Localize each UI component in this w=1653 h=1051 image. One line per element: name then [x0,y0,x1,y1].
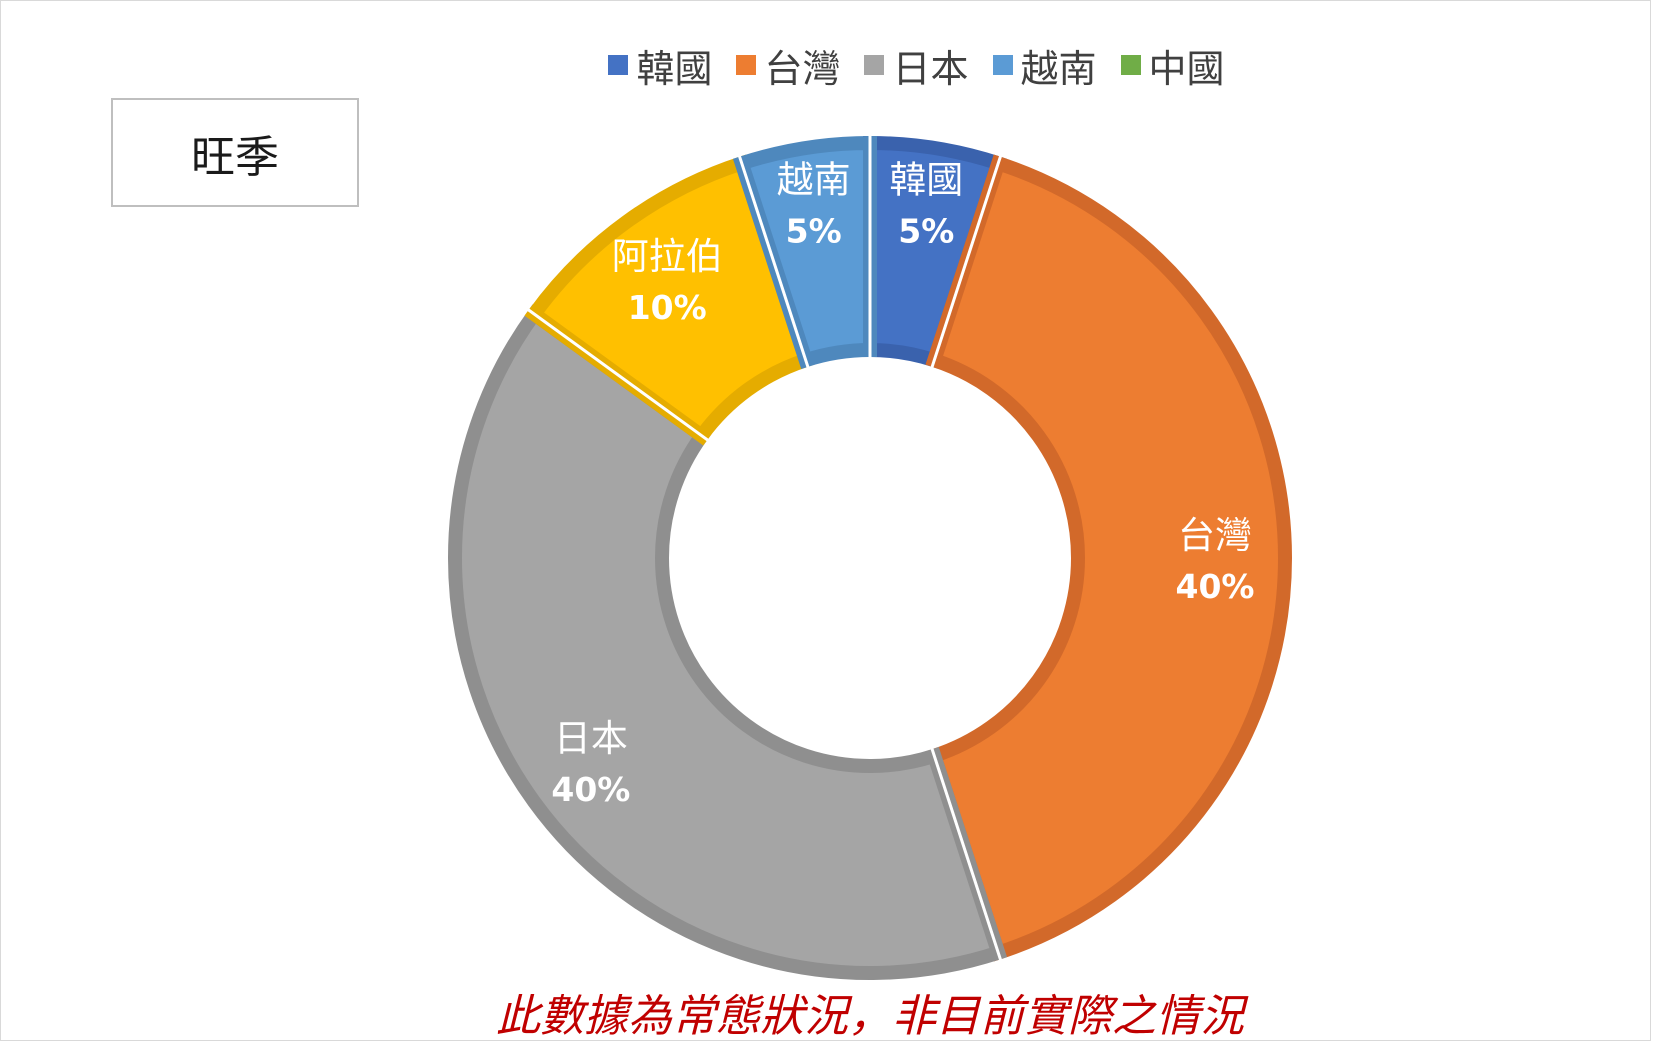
slice-label-vietnam: 越南 [777,158,851,201]
slice-separator [737,155,810,369]
legend-item-taiwan: 台灣 [736,40,841,91]
legend-item-china: 中國 [1120,40,1225,91]
slice-percent-japan: 40% [551,770,630,809]
slice-percent-vietnam: 5% [786,211,842,250]
slice-percent-taiwan: 40% [1176,567,1255,606]
legend-label-vietnam: 越南 [1020,46,1097,91]
donut-slice-taiwan [925,154,1292,962]
legend-swatch-taiwan [736,55,757,75]
legend-item-korea: 韓國 [608,40,713,91]
legend-swatch-vietnam [992,55,1013,75]
legend-item-japan: 日本 [864,40,969,91]
slice-separator [930,747,1003,961]
season-label-box: 旺季 [111,98,359,207]
legend: 韓國 台灣 日本 越南 中國 [0,40,1653,91]
slice-label-japan: 日本 [554,717,628,760]
slice-separator [526,308,710,442]
legend-swatch-china [1120,55,1141,75]
slice-separator [930,155,1003,369]
legend-item-vietnam: 越南 [992,40,1097,91]
legend-label-taiwan: 台灣 [764,46,841,91]
donut-slice-arabia [524,154,815,446]
disclaimer-note: 此數據為常態狀況，非目前實際之情況 [496,991,1244,1042]
legend-swatch-japan [864,55,885,75]
slice-label-korea: 韓國 [889,158,963,201]
slice-label-taiwan: 台灣 [1178,514,1252,557]
slice-label-arabia: 阿拉伯 [612,235,723,278]
legend-label-japan: 日本 [892,46,969,91]
legend-swatch-korea [608,55,629,75]
legend-label-korea: 韓國 [636,46,713,91]
legend-label-china: 中國 [1148,46,1225,91]
slice-percent-arabia: 10% [628,288,707,327]
donut-slice-japan [448,304,1008,980]
season-label: 旺季 [191,131,279,183]
slice-percent-korea: 5% [898,211,954,250]
